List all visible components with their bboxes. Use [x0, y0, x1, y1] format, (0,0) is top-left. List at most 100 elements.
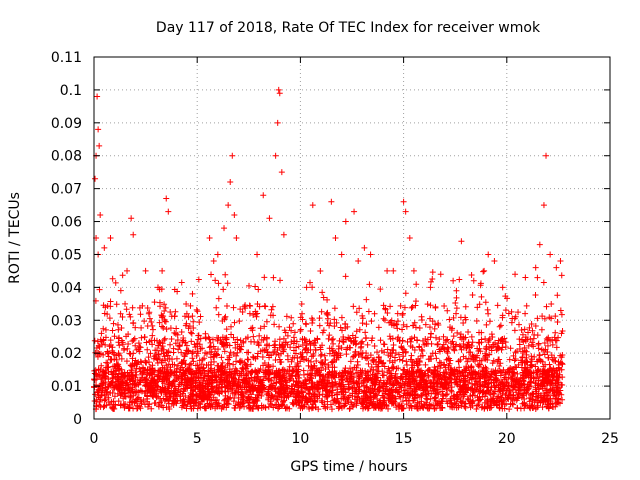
- data-point: [126, 311, 133, 318]
- data-point: [467, 364, 474, 371]
- data-point: [533, 374, 540, 381]
- data-point: [336, 400, 343, 407]
- data-point: [387, 379, 394, 386]
- data-point: [375, 359, 382, 366]
- data-point: [291, 329, 298, 336]
- data-point: [389, 359, 396, 366]
- data-point: [359, 353, 366, 360]
- data-point: [327, 401, 334, 408]
- data-point: [367, 352, 374, 359]
- data-point: [366, 281, 373, 288]
- data-point: [375, 324, 382, 331]
- data-point: [418, 377, 425, 384]
- data-point: [266, 370, 273, 377]
- data-point: [308, 372, 315, 379]
- data-point: [255, 382, 262, 389]
- data-point: [355, 258, 362, 265]
- data-point: [213, 379, 220, 386]
- data-point: [469, 392, 476, 399]
- data-point: [204, 389, 211, 396]
- data-point: [160, 350, 167, 357]
- data-point: [151, 299, 158, 306]
- data-point: [267, 312, 274, 319]
- data-point: [118, 371, 125, 378]
- data-point: [448, 388, 455, 395]
- data-point: [347, 358, 354, 365]
- data-point: [144, 323, 151, 330]
- data-point: [426, 401, 433, 408]
- y-tick-label: 0.03: [51, 313, 82, 329]
- data-point: [141, 334, 148, 341]
- data-point: [346, 405, 353, 412]
- data-point: [396, 388, 403, 395]
- data-point: [232, 344, 239, 351]
- data-point: [156, 339, 163, 346]
- data-point: [350, 379, 357, 386]
- data-point: [196, 367, 203, 374]
- data-point: [550, 365, 557, 372]
- data-point: [218, 383, 225, 390]
- data-point: [359, 338, 366, 345]
- data-point: [550, 404, 557, 411]
- data-point: [219, 371, 226, 378]
- data-point: [555, 358, 562, 365]
- data-point: [340, 403, 347, 410]
- data-point: [357, 344, 364, 351]
- data-point: [418, 317, 425, 324]
- data-point: [188, 393, 195, 400]
- data-point: [547, 251, 554, 258]
- data-point: [528, 356, 535, 363]
- data-point: [370, 357, 377, 364]
- data-point: [168, 382, 175, 389]
- data-point: [272, 152, 279, 159]
- data-point: [138, 375, 145, 382]
- data-point: [521, 326, 528, 333]
- data-point: [185, 314, 192, 321]
- data-point: [146, 366, 153, 373]
- data-point: [305, 404, 312, 411]
- data-point: [194, 340, 201, 347]
- data-point: [314, 381, 321, 388]
- data-point: [350, 303, 357, 310]
- data-point: [397, 302, 404, 309]
- data-point: [412, 394, 419, 401]
- data-point: [265, 403, 272, 410]
- data-point: [484, 399, 491, 406]
- data-point: [374, 370, 381, 377]
- data-point: [171, 329, 178, 336]
- data-point: [458, 336, 465, 343]
- data-point: [122, 386, 129, 393]
- data-point: [197, 388, 204, 395]
- data-point: [254, 350, 261, 357]
- data-point: [529, 396, 536, 403]
- data-point: [146, 315, 153, 322]
- data-point: [293, 401, 300, 408]
- data-point: [534, 404, 541, 411]
- data-point: [385, 395, 392, 402]
- data-point: [91, 337, 98, 344]
- data-point: [107, 389, 114, 396]
- data-point: [434, 400, 441, 407]
- data-point: [174, 373, 181, 380]
- data-point: [441, 303, 448, 310]
- data-point: [172, 308, 179, 315]
- data-point: [403, 369, 410, 376]
- data-point: [545, 404, 552, 411]
- data-point: [424, 301, 431, 308]
- data-point: [117, 310, 124, 317]
- data-point: [470, 389, 477, 396]
- data-point: [409, 364, 416, 371]
- data-point: [232, 370, 239, 377]
- data-point: [244, 368, 251, 375]
- data-point: [153, 390, 160, 397]
- data-point: [506, 366, 513, 373]
- data-point: [430, 377, 437, 384]
- data-point: [265, 375, 272, 382]
- data-point: [540, 379, 547, 386]
- data-point: [453, 341, 460, 348]
- data-point: [207, 361, 214, 368]
- data-point: [363, 321, 370, 328]
- data-point: [451, 366, 458, 373]
- data-point: [415, 369, 422, 376]
- data-point: [462, 314, 469, 321]
